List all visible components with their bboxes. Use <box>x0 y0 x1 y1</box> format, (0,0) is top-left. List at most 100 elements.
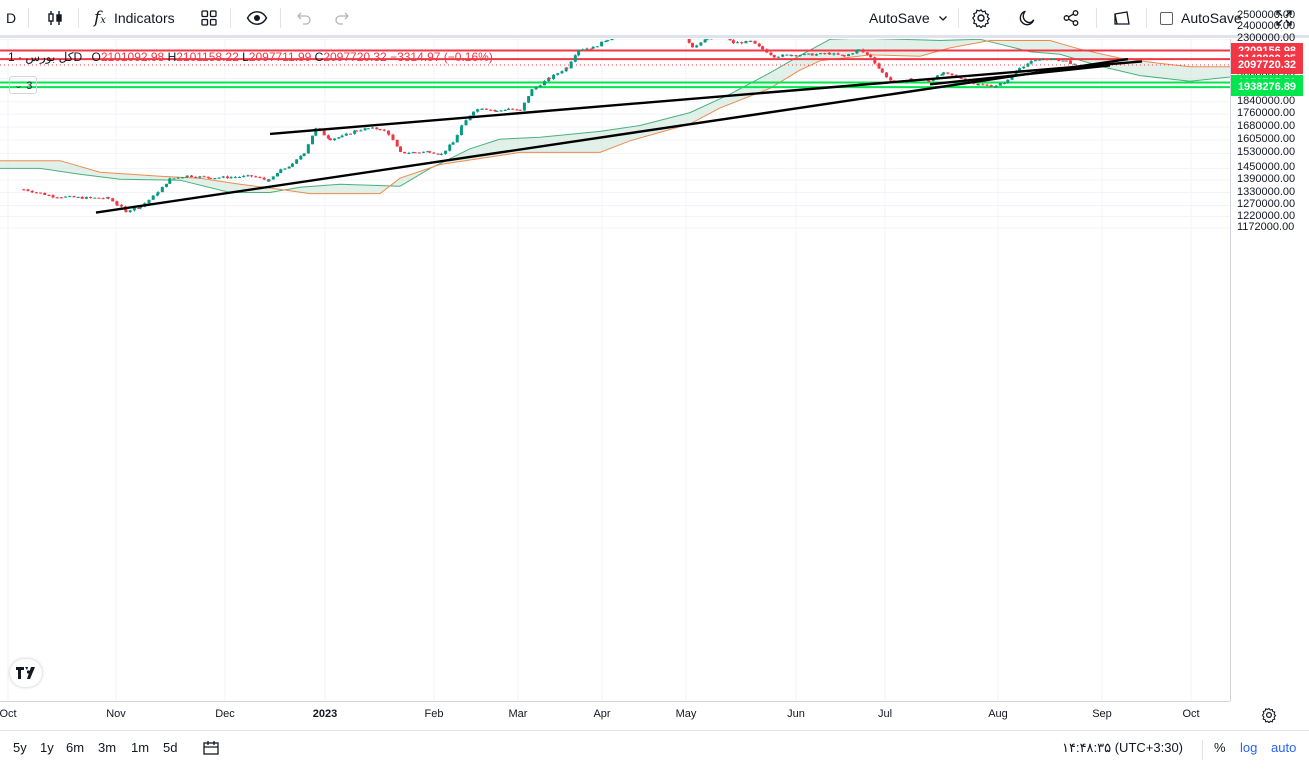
interval-button[interactable]: D <box>6 0 16 36</box>
candle-body <box>515 109 518 110</box>
candle-body <box>565 68 568 69</box>
candle-body <box>761 46 764 49</box>
candle-body <box>878 63 881 68</box>
candle-body <box>60 197 63 198</box>
eye-icon <box>246 9 268 27</box>
candle-body <box>928 81 931 82</box>
share-button[interactable] <box>1062 0 1080 36</box>
price-chart[interactable] <box>0 39 1230 701</box>
candle-body <box>73 196 76 197</box>
candle-body <box>387 133 390 134</box>
candle-body <box>355 131 358 132</box>
range-button-5d[interactable]: 5d <box>163 740 177 755</box>
theme-button[interactable] <box>1018 0 1036 36</box>
candle-body <box>254 176 257 177</box>
candle-body <box>392 135 395 140</box>
level-price-label: 1938276.89 <box>1231 79 1303 96</box>
tradingview-logo-icon[interactable] <box>10 659 42 687</box>
chart-type-button[interactable] <box>46 0 64 36</box>
price-tick-label: 2500000.00 <box>1237 9 1295 21</box>
candle-body <box>295 159 298 163</box>
chart-pane[interactable] <box>0 39 1230 701</box>
log-scale-toggle[interactable]: log <box>1240 740 1257 755</box>
candle-body <box>586 49 589 50</box>
toolbar-divider <box>78 8 79 28</box>
candle-body <box>48 195 51 196</box>
candle-body <box>291 164 294 167</box>
time-tick-label: Nov <box>106 708 126 720</box>
percent-scale-toggle[interactable]: % <box>1214 740 1226 755</box>
candle-body <box>600 42 603 47</box>
candle-body <box>22 189 25 190</box>
candle-body <box>749 41 752 42</box>
goto-date-button[interactable] <box>202 739 220 762</box>
toolbar-divider <box>28 8 29 28</box>
checkbox-icon[interactable] <box>1160 12 1173 25</box>
autosave-toggle[interactable]: AutoSave <box>1160 0 1242 36</box>
time-axis[interactable] <box>0 701 1230 730</box>
indicators-collapse-button[interactable]: ⌄ 3 <box>9 76 37 94</box>
price-tick-label: 1330000.00 <box>1237 186 1295 198</box>
layouts-button[interactable] <box>200 0 218 36</box>
autosave-dropdown[interactable]: AutoSave <box>869 0 948 36</box>
range-button-6m[interactable]: 6m <box>66 740 84 755</box>
candle-body <box>472 112 475 116</box>
price-tick-label: 1605000.00 <box>1237 133 1295 145</box>
candle-body <box>375 128 378 130</box>
candle-body <box>222 176 225 177</box>
time-tick-label: Jul <box>878 708 892 720</box>
candle-body <box>327 135 330 138</box>
time-tick-label: Aug <box>988 708 1008 720</box>
last-price-label: 2097720.32 <box>1231 57 1303 74</box>
candle-body <box>125 210 128 212</box>
redo-button[interactable] <box>334 0 350 36</box>
axis-settings-button[interactable] <box>1261 707 1277 728</box>
candle-body <box>452 142 455 144</box>
symbol-name[interactable]: کل بورس · 1D <box>8 50 82 64</box>
candle-body <box>862 49 865 52</box>
candle-body <box>691 43 694 48</box>
candle-body <box>837 53 840 54</box>
candle-body <box>379 129 382 130</box>
toolbar-divider <box>958 8 959 28</box>
candle-body <box>790 55 793 56</box>
visibility-button[interactable] <box>246 0 268 36</box>
time-tick-label: Oct <box>1182 708 1199 720</box>
range-button-1m[interactable]: 1m <box>131 740 149 755</box>
range-button-1y[interactable]: 1y <box>40 740 54 755</box>
undo-button[interactable] <box>296 0 312 36</box>
candle-body <box>444 151 447 154</box>
candle-body <box>399 147 402 152</box>
indicators-button[interactable]: fx Indicators <box>94 0 175 36</box>
auto-scale-toggle[interactable]: auto <box>1271 740 1296 755</box>
candle-body <box>539 85 542 87</box>
range-button-3m[interactable]: 3m <box>98 740 116 755</box>
candle-body <box>855 50 858 53</box>
candle-body <box>592 47 595 49</box>
candle-body <box>758 44 761 47</box>
candle-body <box>371 128 374 129</box>
candle-body <box>744 41 747 43</box>
range-button-5y[interactable]: 5y <box>13 740 27 755</box>
high-key: H <box>168 50 177 64</box>
candle-body <box>194 177 197 178</box>
candle-body <box>230 177 233 178</box>
candle-body <box>1046 59 1049 60</box>
candle-body <box>881 68 884 72</box>
snapshot-button[interactable] <box>1112 0 1132 36</box>
candle-body <box>303 153 306 156</box>
redo-icon <box>334 10 350 26</box>
settings-button[interactable] <box>971 0 991 36</box>
candle-body <box>107 197 110 198</box>
candle-body <box>1041 59 1044 60</box>
candle-body <box>190 176 193 178</box>
candle-body <box>238 177 241 178</box>
price-tick-label: 1840000.00 <box>1237 95 1295 107</box>
candle-body <box>740 42 743 43</box>
chevron-down-icon <box>938 14 948 22</box>
price-tick-label: 2400000.00 <box>1237 20 1295 32</box>
time-tick-label: 2023 <box>313 708 337 720</box>
clock-timezone[interactable]: ۱۴:۴۸:۳۵ (UTC+3:30) <box>1062 740 1183 756</box>
candle-body <box>418 153 421 154</box>
candle-body <box>570 62 573 69</box>
